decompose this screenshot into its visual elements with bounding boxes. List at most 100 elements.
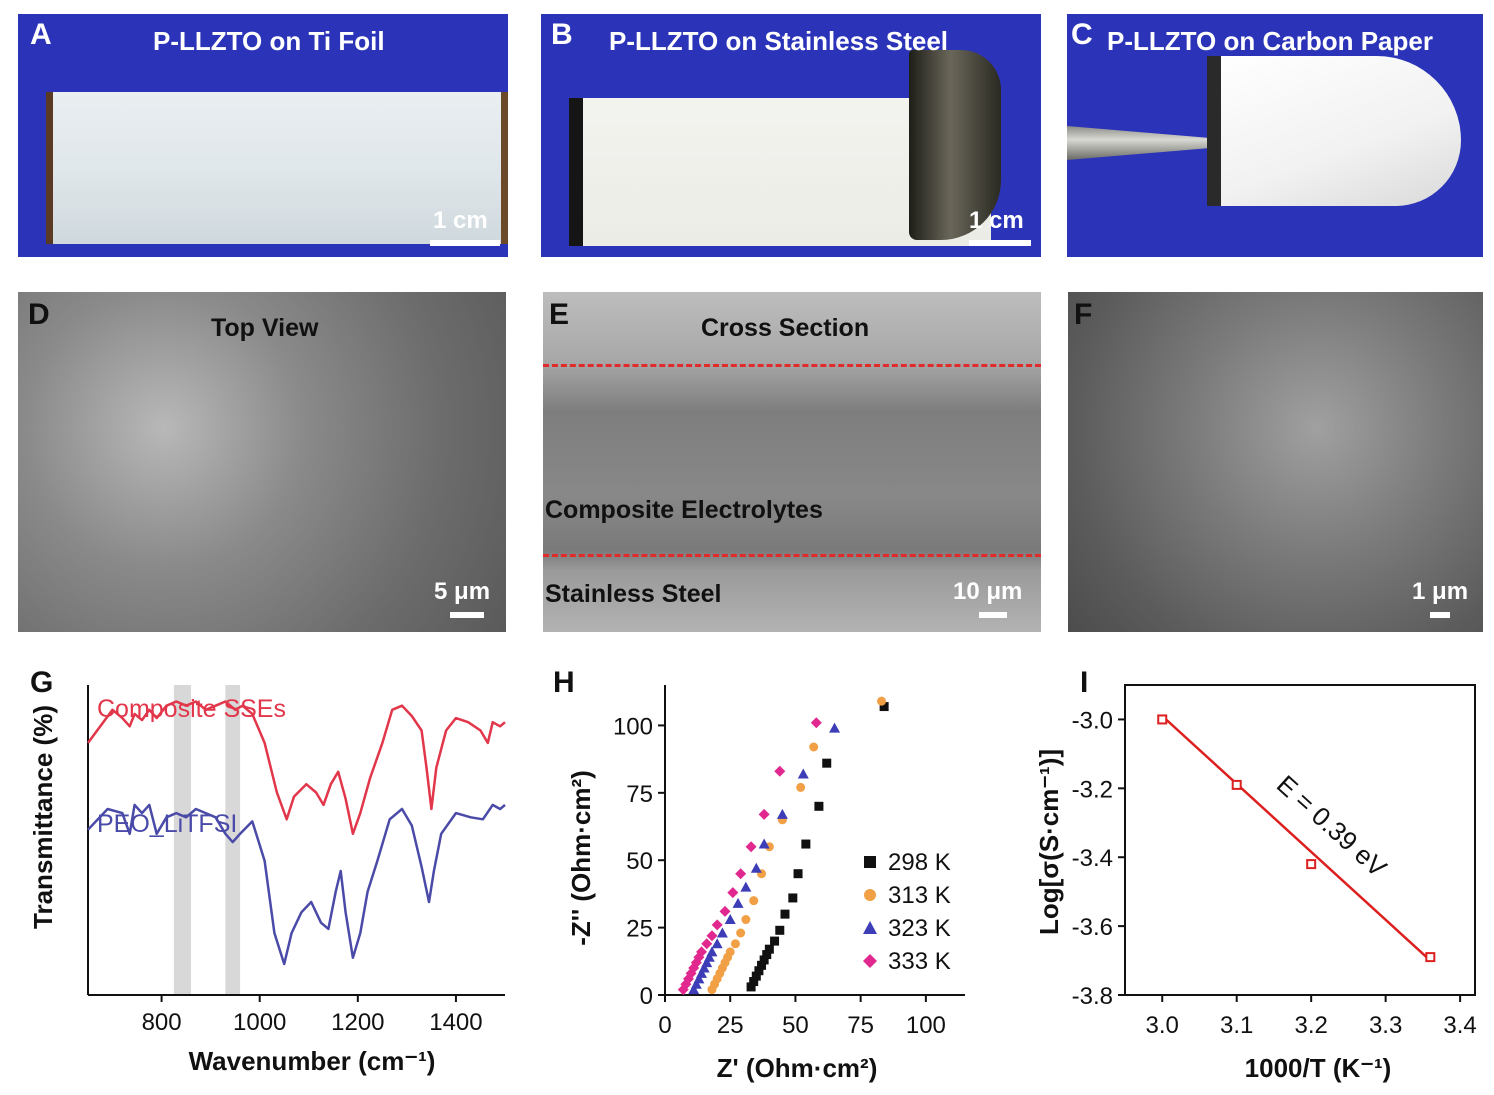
data-point <box>740 881 752 892</box>
data-point <box>746 982 756 992</box>
series-label: PEO_LiTFSI <box>97 810 237 838</box>
x-tick-label: 3.4 <box>1443 1012 1476 1039</box>
x-tick-label: 75 <box>847 1012 874 1039</box>
y-tick-label: 100 <box>613 713 653 740</box>
photo-panel-c: C P-LLZTO on Carbon Paper <box>1067 14 1483 257</box>
x-tick-label: 3.1 <box>1220 1012 1253 1039</box>
data-point <box>788 893 798 903</box>
y-axis-title: Transmittance (%) <box>28 705 58 929</box>
x-axis-title: Wavenumber (cm⁻¹) <box>189 1046 436 1076</box>
data-point <box>1425 952 1436 963</box>
y-tick-label: -3.4 <box>1072 845 1113 872</box>
x-tick-label: 3.2 <box>1294 1012 1327 1039</box>
scale-bar-label: 10 μm <box>953 578 1023 605</box>
data-point <box>759 955 769 965</box>
plot-frame <box>1124 684 1476 996</box>
data-point <box>776 808 788 819</box>
data-point <box>682 973 694 985</box>
data-point <box>725 947 735 957</box>
panel-label-g: G <box>30 666 54 699</box>
ti-foil-sheet <box>46 92 508 244</box>
data-point <box>688 984 700 995</box>
activation-energy-annotation: E = 0.39 eV <box>1271 769 1393 883</box>
legend-label: 313 K <box>888 882 951 909</box>
data-point <box>775 925 785 935</box>
scale-bar <box>450 612 484 618</box>
data-point <box>750 862 762 873</box>
scale-bar-label: 1 cm <box>433 207 488 234</box>
x-tick-label: 1400 <box>429 1009 482 1036</box>
sem-panel-e: E Cross Section Composite Electrolytes S… <box>543 292 1041 632</box>
x-tick-label: 1000 <box>233 1009 286 1036</box>
data-point <box>757 960 767 970</box>
sem-panel-f: F 1 μm <box>1068 292 1483 632</box>
data-point <box>693 973 705 984</box>
panel-label: B <box>551 18 573 51</box>
electrolyte-layer-label: Composite Electrolytes <box>545 496 823 524</box>
panel-title: Cross Section <box>701 314 870 342</box>
data-point <box>762 950 772 960</box>
data-point <box>711 919 723 931</box>
sem-panel-d: D Top View 5 μm <box>18 292 506 632</box>
panel-label: F <box>1074 298 1093 331</box>
y-axis-title: -Z'' (Ohm·cm²) <box>566 770 596 946</box>
x-tick-label: 3.0 <box>1146 1012 1179 1039</box>
series-label: Composite SSEs <box>97 695 286 723</box>
data-point <box>724 914 736 925</box>
x-tick-label: 100 <box>906 1012 946 1039</box>
scale-bar <box>1430 612 1450 618</box>
ftir-chart: 800 1000 1200 1400 Composite SSEs PEO_LiTFS… <box>28 685 506 1076</box>
data-point <box>696 967 708 978</box>
data-point <box>749 977 759 987</box>
legend-label: 298 K <box>888 849 951 876</box>
data-point <box>863 954 877 968</box>
x-axis-title: Z' (Ohm·cm²) <box>717 1053 878 1083</box>
panel-label: D <box>28 298 50 331</box>
data-point <box>829 722 841 733</box>
nyquist-chart: 0 25 50 75 100 0 25 50 75 100 298 K 313 K 323 K 333 … <box>566 685 965 1083</box>
series-line <box>86 700 506 836</box>
panel-label-h: H <box>553 666 575 699</box>
data-point <box>809 742 819 752</box>
steel-curl <box>909 50 1001 240</box>
y-tick-label: 50 <box>626 848 653 875</box>
highlight-band <box>225 685 241 995</box>
y-tick-label: -3.0 <box>1072 707 1113 734</box>
data-point <box>703 951 715 962</box>
data-point <box>749 896 759 906</box>
data-point <box>688 962 700 974</box>
data-point <box>701 938 713 950</box>
y-tick-label: 25 <box>626 916 653 943</box>
y-tick-label: -3.2 <box>1072 776 1113 803</box>
data-point <box>793 869 803 879</box>
data-point <box>864 889 876 901</box>
y-tick-label: 0 <box>640 983 653 1010</box>
y-axis-title: Log[σ(S·cm⁻¹)] <box>1034 749 1064 935</box>
data-point <box>1231 779 1242 790</box>
data-point <box>797 768 809 779</box>
data-point <box>758 838 770 849</box>
data-point <box>706 946 718 957</box>
data-point <box>879 702 889 712</box>
panel-label: C <box>1071 18 1093 51</box>
photo-panel-a: A P-LLZTO on Ti Foil 1 cm <box>18 14 508 257</box>
arrhenius-chart: 3.0 3.1 3.2 3.3 3.4 -3.0 -3.2 -3.4 -3.6 -3.8 E = … <box>1034 684 1477 1083</box>
panel-title: Top View <box>211 314 319 342</box>
legend-label: 333 K <box>888 948 951 975</box>
data-point <box>1157 714 1168 725</box>
data-point <box>736 928 746 938</box>
data-point <box>754 966 764 976</box>
data-point <box>719 905 731 917</box>
y-tick-label: -3.6 <box>1072 914 1113 941</box>
x-tick-label: 50 <box>782 1012 809 1039</box>
data-point <box>698 962 710 973</box>
data-point <box>696 946 708 958</box>
data-point <box>730 939 740 949</box>
data-point <box>774 765 786 777</box>
data-point <box>770 936 780 946</box>
data-point <box>1306 859 1317 870</box>
scale-bar <box>430 240 500 246</box>
legend-label: 323 K <box>888 915 951 942</box>
data-point <box>735 868 747 880</box>
panel-label: A <box>30 18 52 51</box>
